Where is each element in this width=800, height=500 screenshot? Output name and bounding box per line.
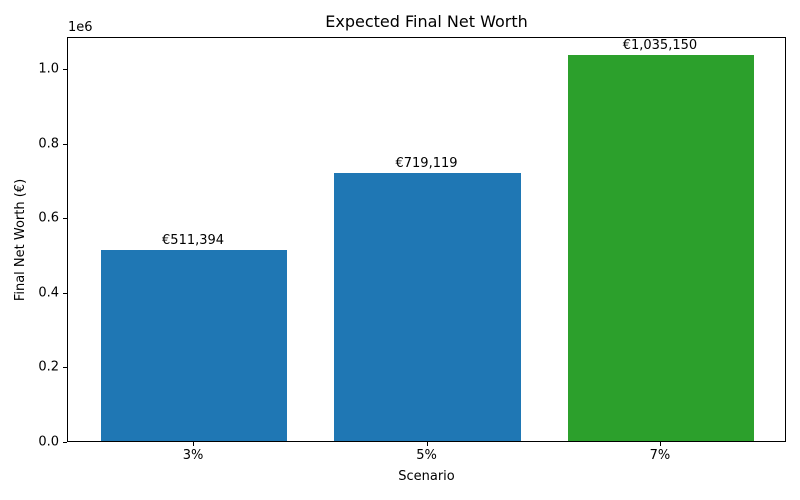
y-tick-mark bbox=[63, 69, 67, 71]
y-tick-mark bbox=[63, 218, 67, 220]
y-tick-label: 0.2 bbox=[38, 359, 59, 375]
x-axis-label: Scenario bbox=[398, 469, 455, 484]
bar-value-label: €1,035,150 bbox=[622, 38, 698, 54]
x-tick-mark bbox=[193, 442, 195, 446]
bar-3% bbox=[100, 250, 288, 441]
y-tick-label: 0.4 bbox=[38, 285, 59, 301]
bar-value-label: €511,394 bbox=[162, 233, 225, 249]
bar-value-label: €719,119 bbox=[395, 156, 458, 172]
x-tick-label: 7% bbox=[649, 448, 671, 463]
bar-7% bbox=[567, 55, 755, 441]
y-tick-mark bbox=[63, 143, 67, 145]
x-tick-label: 5% bbox=[416, 448, 437, 463]
y-tick-label: 0.8 bbox=[38, 136, 59, 152]
y-axis-label: Final Net Worth (€) bbox=[13, 178, 28, 302]
x-tick-label: 3% bbox=[182, 448, 204, 463]
y-tick-label: 0.6 bbox=[38, 210, 59, 226]
y-axis-offset-label: 1e6 bbox=[68, 20, 93, 35]
y-tick-mark bbox=[63, 367, 67, 369]
x-tick-mark bbox=[426, 442, 428, 446]
bar-5% bbox=[334, 173, 521, 441]
y-tick-label: 1.0 bbox=[38, 61, 59, 77]
chart-title: Expected Final Net Worth bbox=[325, 12, 528, 31]
y-tick-mark bbox=[63, 292, 67, 294]
y-tick-mark bbox=[63, 442, 67, 443]
y-tick-label: 0.0 bbox=[38, 434, 59, 450]
x-tick-mark bbox=[659, 442, 661, 446]
plot-area bbox=[67, 37, 786, 442]
